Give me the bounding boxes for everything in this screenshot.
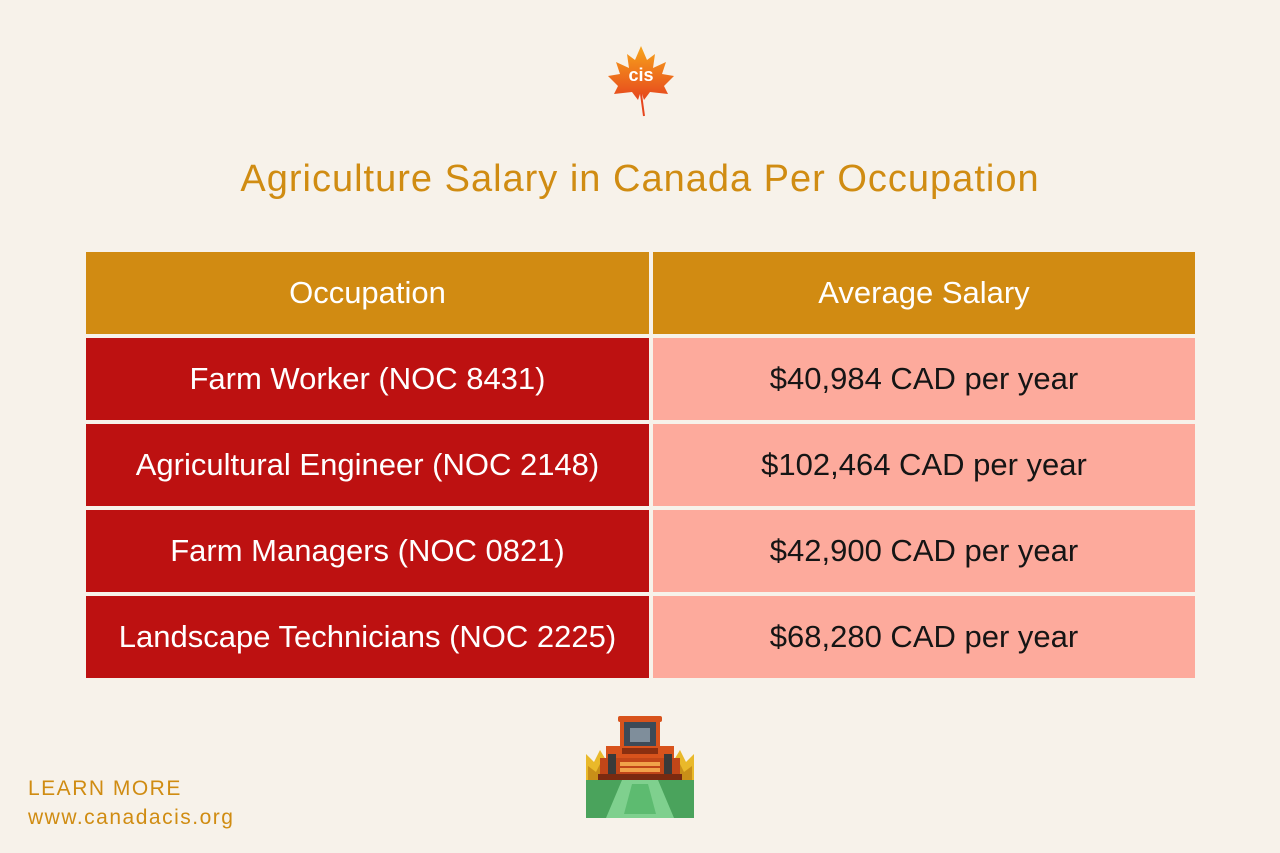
occupation-cell: Agricultural Engineer (NOC 2148) — [86, 424, 649, 506]
table-row: Farm Worker (NOC 8431) $40,984 CAD per y… — [86, 338, 1195, 420]
occupation-cell: Landscape Technicians (NOC 2225) — [86, 596, 649, 678]
maple-leaf-logo-icon: cis — [606, 44, 676, 118]
table-row: Farm Managers (NOC 0821) $42,900 CAD per… — [86, 510, 1195, 592]
salary-cell: $102,464 CAD per year — [653, 424, 1195, 506]
table-row: Agricultural Engineer (NOC 2148) $102,46… — [86, 424, 1195, 506]
salary-table: Occupation Average Salary Farm Worker (N… — [86, 252, 1195, 682]
website-link[interactable]: www.canadacis.org — [28, 806, 235, 829]
header-average-salary: Average Salary — [653, 252, 1195, 334]
header-occupation: Occupation — [86, 252, 649, 334]
footer: LEARN MORE www.canadacis.org — [28, 774, 234, 832]
page-title: Agriculture Salary in Canada Per Occupat… — [240, 158, 1040, 200]
salary-cell: $68,280 CAD per year — [653, 596, 1195, 678]
logo-text: cis — [628, 65, 653, 85]
salary-cell: $42,900 CAD per year — [653, 510, 1195, 592]
salary-cell: $40,984 CAD per year — [653, 338, 1195, 420]
occupation-cell: Farm Managers (NOC 0821) — [86, 510, 649, 592]
table-row: Landscape Technicians (NOC 2225) $68,280… — [86, 596, 1195, 678]
learn-more-label: LEARN MORE — [28, 777, 182, 800]
table-header-row: Occupation Average Salary — [86, 252, 1195, 334]
occupation-cell: Farm Worker (NOC 8431) — [86, 338, 649, 420]
tractor-icon — [586, 714, 694, 818]
